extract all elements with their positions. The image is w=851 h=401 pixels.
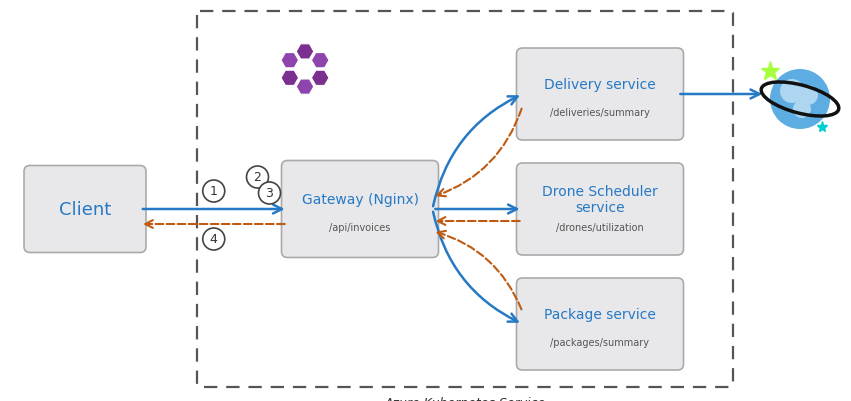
FancyBboxPatch shape [517, 164, 683, 255]
Text: Client: Client [59, 200, 111, 219]
Text: /drones/utilization: /drones/utilization [556, 223, 644, 233]
Circle shape [247, 166, 269, 188]
Text: /packages/summary: /packages/summary [551, 337, 649, 347]
Circle shape [793, 101, 811, 119]
Polygon shape [311, 53, 329, 69]
Text: Azure Kubernetes Service: Azure Kubernetes Service [385, 396, 545, 401]
Text: /api/invoices: /api/invoices [329, 223, 391, 233]
Text: 4: 4 [210, 233, 218, 246]
Text: Package service: Package service [544, 307, 656, 321]
Text: 1: 1 [210, 185, 218, 198]
Polygon shape [296, 45, 314, 60]
Text: 3: 3 [266, 187, 273, 200]
Text: Drone Scheduler
service: Drone Scheduler service [542, 184, 658, 215]
Polygon shape [281, 53, 299, 69]
Polygon shape [296, 80, 314, 95]
Polygon shape [311, 71, 329, 86]
Circle shape [203, 229, 225, 250]
FancyBboxPatch shape [24, 166, 146, 253]
Text: 2: 2 [254, 171, 261, 184]
FancyBboxPatch shape [517, 49, 683, 141]
Text: Delivery service: Delivery service [544, 78, 656, 92]
Circle shape [770, 70, 830, 130]
Text: Gateway (Nginx): Gateway (Nginx) [301, 192, 419, 207]
FancyBboxPatch shape [282, 161, 438, 258]
Text: /deliveries/summary: /deliveries/summary [550, 108, 650, 118]
Circle shape [259, 182, 281, 205]
Circle shape [203, 180, 225, 203]
Circle shape [798, 86, 818, 106]
Polygon shape [281, 71, 299, 86]
Circle shape [780, 80, 804, 104]
FancyBboxPatch shape [517, 278, 683, 370]
